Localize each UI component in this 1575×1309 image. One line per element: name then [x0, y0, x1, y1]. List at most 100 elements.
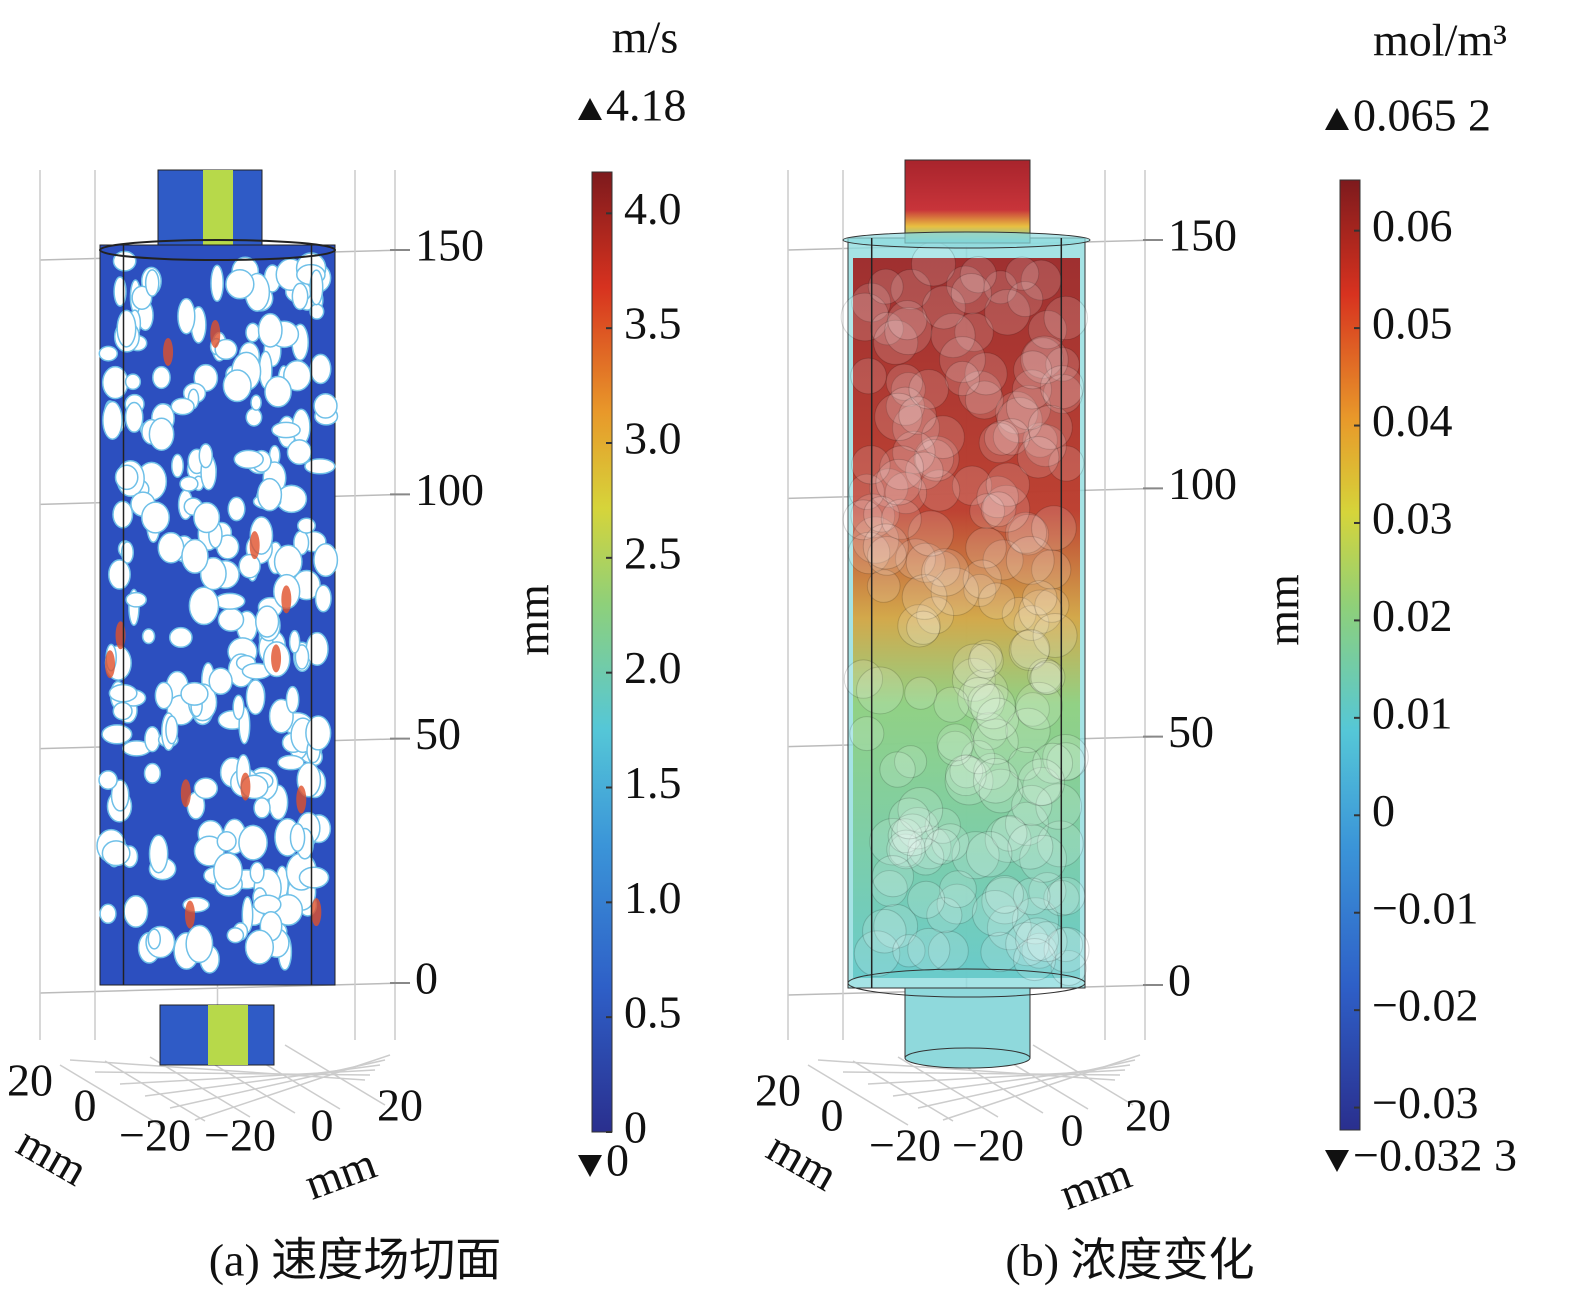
sphere — [995, 391, 1039, 435]
pore — [188, 586, 220, 626]
colorbar-tick-label: 3.0 — [624, 413, 682, 464]
sphere — [982, 539, 1024, 581]
max-marker — [1325, 108, 1349, 130]
colorbar-tick-label: −0.01 — [1372, 882, 1478, 933]
sphere — [944, 756, 994, 806]
sphere — [885, 386, 925, 426]
renders — [39, 159, 1159, 1126]
sphere — [970, 711, 1009, 751]
jet-band — [208, 1005, 248, 1065]
pore — [245, 407, 263, 427]
sphere — [945, 265, 985, 305]
sphere — [910, 241, 957, 287]
x-tick-label: 0 — [821, 1090, 844, 1141]
sphere — [959, 256, 997, 294]
column-top — [842, 231, 1091, 249]
colorbar-tick-label: 0.04 — [1372, 395, 1453, 446]
hotspot — [184, 900, 195, 929]
sphere — [905, 451, 944, 491]
sphere — [939, 336, 986, 383]
colorbar-tick-label: 0 — [1372, 785, 1395, 836]
sphere — [887, 818, 923, 854]
pore — [171, 453, 184, 479]
sphere — [1022, 422, 1058, 458]
pore — [98, 770, 118, 790]
pore — [99, 903, 117, 925]
pore — [305, 631, 329, 667]
pore — [253, 797, 271, 819]
pore — [198, 443, 214, 469]
sphere — [1017, 758, 1065, 807]
sphere — [895, 538, 936, 580]
colorbar-tick-label: 1.0 — [624, 872, 682, 923]
sphere — [1005, 385, 1052, 431]
pore — [165, 715, 179, 745]
sphere — [862, 908, 907, 954]
pore — [252, 894, 282, 915]
sphere — [906, 610, 941, 645]
sphere — [1012, 877, 1051, 916]
sphere — [1042, 373, 1083, 414]
sphere — [970, 683, 1016, 730]
sphere — [1019, 834, 1067, 883]
floor-grid — [59, 1064, 161, 1126]
sphere — [886, 829, 926, 870]
pore — [180, 681, 209, 706]
sphere — [873, 903, 919, 949]
sphere — [1011, 784, 1053, 827]
sphere — [1045, 347, 1080, 382]
pore — [141, 501, 170, 534]
y-tick-label: 20 — [377, 1080, 423, 1131]
pore — [309, 269, 324, 306]
column-top — [99, 239, 336, 261]
caption: (b) 浓度变化 — [1005, 1235, 1254, 1286]
sphere — [851, 516, 900, 564]
pore — [98, 345, 119, 362]
sphere — [1010, 628, 1051, 669]
sphere — [964, 380, 1004, 420]
floor-grid — [194, 1054, 391, 1121]
sphere — [885, 363, 924, 401]
sphere — [851, 445, 891, 485]
sphere — [954, 312, 994, 352]
pore — [147, 928, 162, 950]
sphere — [958, 370, 1003, 415]
sphere — [1011, 897, 1059, 945]
sphere — [897, 786, 944, 833]
pore — [144, 725, 161, 753]
sphere — [1013, 350, 1053, 390]
pore — [114, 464, 139, 491]
sphere — [870, 311, 904, 346]
sphere — [888, 797, 931, 840]
sphere — [1046, 742, 1086, 782]
pore — [286, 439, 312, 466]
hotspot — [210, 319, 221, 348]
pore — [177, 297, 196, 335]
sphere — [1013, 938, 1057, 982]
outlet-pipe — [904, 159, 1031, 244]
pore — [313, 393, 338, 419]
panel — [787, 159, 1159, 1126]
sphere — [914, 439, 955, 479]
x-tick-label: 20 — [755, 1065, 801, 1116]
pore — [193, 777, 219, 800]
pore — [157, 531, 185, 564]
hotspot — [180, 779, 191, 808]
sphere — [890, 372, 926, 408]
sphere — [980, 931, 1021, 973]
sphere — [908, 368, 949, 410]
pore — [288, 629, 301, 654]
sphere — [867, 268, 904, 305]
sphere — [843, 659, 884, 699]
sphere — [950, 273, 992, 315]
pore — [273, 544, 303, 579]
sphere — [874, 392, 923, 442]
pore — [249, 861, 265, 884]
pore — [277, 754, 305, 771]
pore — [313, 543, 339, 578]
sphere — [884, 471, 928, 515]
sphere — [906, 838, 945, 876]
sphere — [1031, 505, 1077, 551]
colorbar — [591, 171, 613, 1133]
